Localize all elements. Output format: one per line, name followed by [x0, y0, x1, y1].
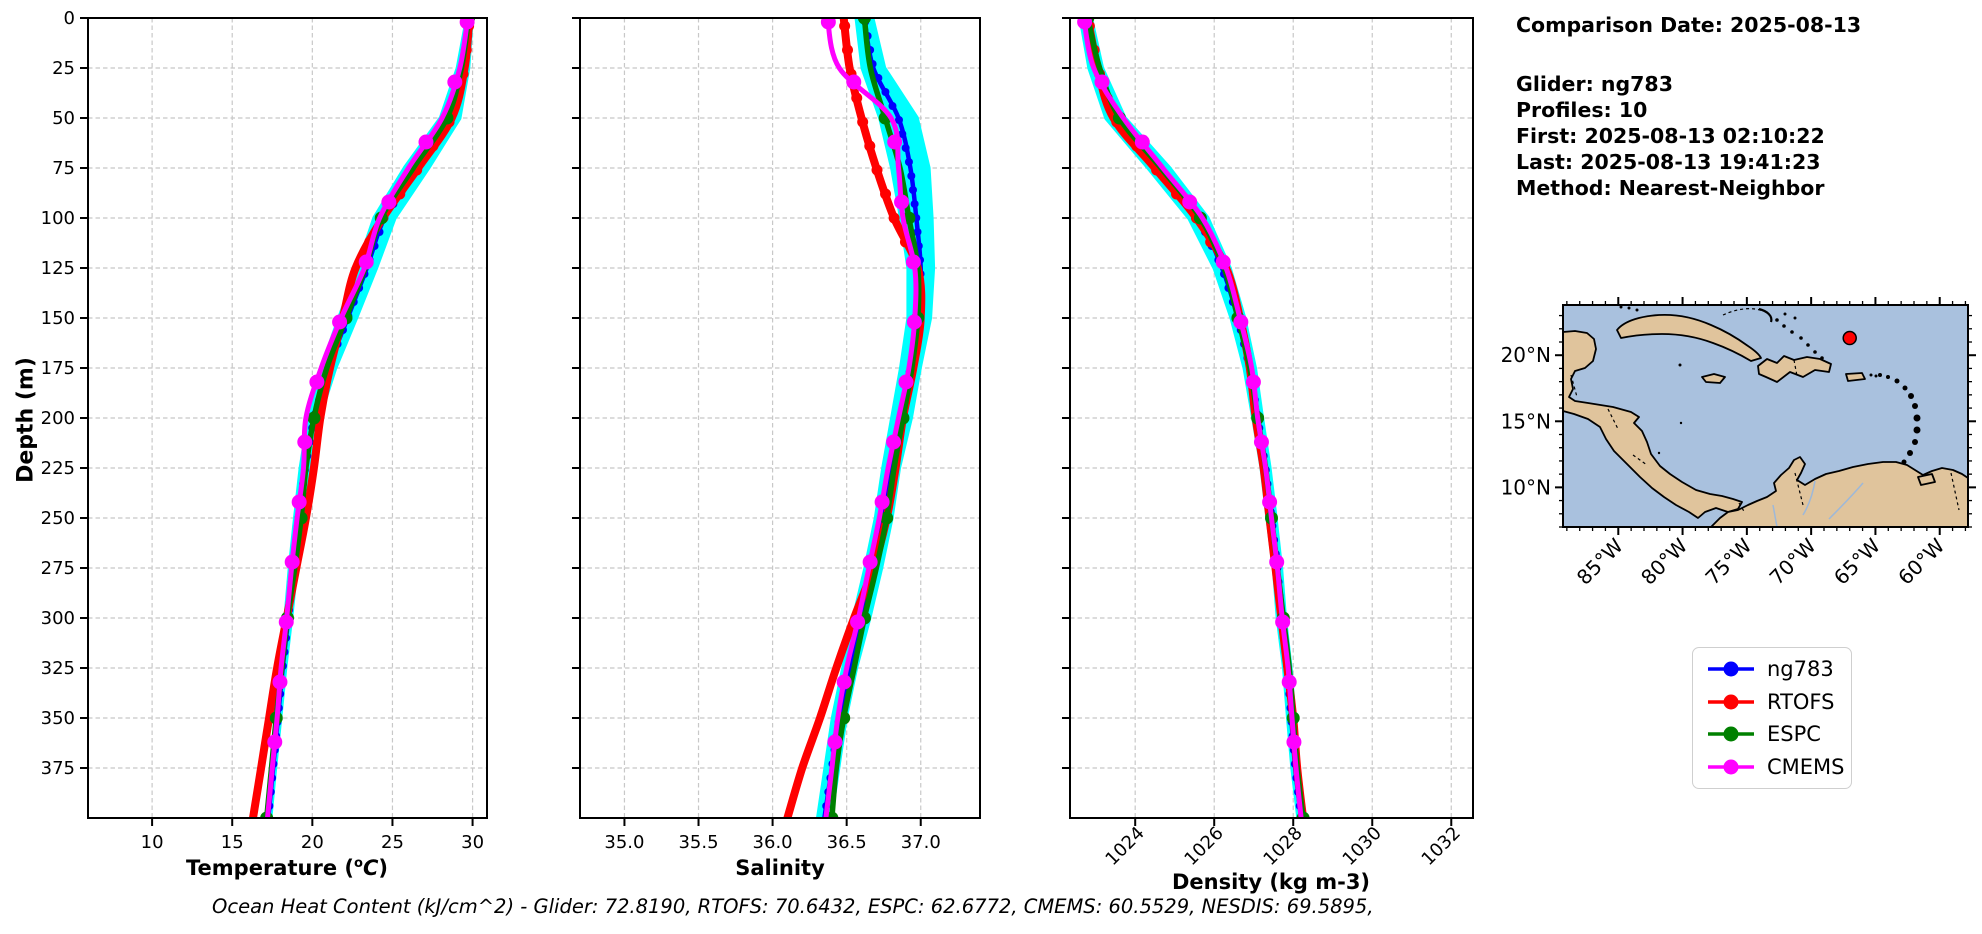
legend-label: ESPC [1767, 722, 1821, 747]
svg-text:275: 275 [41, 558, 75, 579]
svg-text:1026: 1026 [1180, 823, 1227, 870]
svg-text:15: 15 [221, 832, 244, 853]
map-land-south-america [1710, 456, 1969, 528]
svg-text:1028: 1028 [1259, 823, 1306, 870]
location-map: 85°W 80°W 75°W 70°W 65°W 60°W 20°N 15°N 10°N [1501, 297, 1976, 590]
density-RTOFS-line [1083, 18, 1308, 818]
legend-swatch-line-dot [1708, 694, 1754, 710]
svg-text:100: 100 [41, 208, 75, 229]
svg-text:36.0: 36.0 [753, 832, 793, 853]
map-land-trinidad [1917, 473, 1936, 486]
svg-text:37.0: 37.0 [901, 832, 941, 853]
svg-text:20°N: 20°N [1501, 343, 1551, 367]
legend-swatch-line-dot [1708, 661, 1754, 677]
legend-label: RTOFS [1767, 689, 1835, 714]
svg-text:70°W: 70°W [1765, 533, 1821, 589]
svg-text:0: 0 [64, 8, 75, 29]
svg-text:85°W: 85°W [1572, 533, 1628, 589]
svg-text:10: 10 [141, 832, 164, 853]
svg-text:25: 25 [381, 832, 404, 853]
legend-label: ng783 [1767, 657, 1834, 682]
svg-text:20: 20 [301, 832, 324, 853]
map-land-cuba [1616, 313, 1762, 362]
svg-text:325: 325 [41, 658, 75, 679]
legend-item-ng783: ng783 [1705, 657, 1851, 681]
legend-item-espc: ESPC [1705, 722, 1851, 746]
svg-text:10°N: 10°N [1501, 475, 1551, 499]
svg-text:225: 225 [41, 458, 75, 479]
svg-text:25: 25 [52, 58, 75, 79]
info-last-time: Last: 2025-08-13 19:41:23 [1516, 150, 1821, 174]
svg-text:75: 75 [52, 158, 75, 179]
salinity-curves [783, 18, 936, 818]
map-land-jamaica [1701, 373, 1726, 384]
svg-text:350: 350 [41, 708, 75, 729]
legend-swatch-line-dot [1708, 726, 1754, 742]
density-axis-label: Density (kg m-3) [1171, 870, 1371, 894]
comparison-info-panel: Comparison Date: 2025-08-13 Glider: ng78… [1516, 12, 1861, 201]
comparison-date: Comparison Date: 2025-08-13 [1516, 13, 1862, 37]
legend: ng783 RTOFS ESPC CMEMS [1692, 647, 1852, 789]
svg-text:1024: 1024 [1101, 823, 1148, 870]
legend-item-rtofs: RTOFS [1705, 690, 1851, 714]
svg-text:75°W: 75°W [1700, 533, 1756, 589]
temp-label-post: ) [378, 856, 388, 880]
map-rivers [1772, 480, 1864, 528]
svg-text:15°N: 15°N [1501, 409, 1551, 433]
map-land-puerto-rico [1845, 372, 1866, 382]
svg-text:300: 300 [41, 608, 75, 629]
legend-swatch-line-dot [1708, 759, 1754, 775]
svg-text:30: 30 [461, 832, 484, 853]
map-bahamas-bank [1758, 307, 1773, 323]
map-land-hispaniola [1757, 355, 1832, 383]
temp-label-unit: C [362, 856, 379, 880]
svg-text:65°W: 65°W [1829, 533, 1885, 589]
map-land-yucatan-central-america [1562, 330, 1743, 519]
info-profiles: Profiles: 10 [1516, 98, 1648, 122]
temp-label-sup: o [353, 856, 363, 871]
ohc-footnote: Ocean Heat Content (kJ/cm^2) - Glider: 7… [212, 895, 1374, 918]
svg-text:1032: 1032 [1418, 823, 1465, 870]
svg-text:60°W: 60°W [1893, 533, 1949, 589]
svg-text:250: 250 [41, 508, 75, 529]
info-first-time: First: 2025-08-13 02:10:22 [1516, 124, 1825, 148]
info-method: Method: Nearest-Neighbor [1516, 176, 1825, 200]
map-country-borders [1570, 308, 1960, 514]
temp-label-pre: Temperature ( [186, 856, 354, 880]
depth-axis-label-text: Depth (m) [13, 357, 39, 483]
density-curves [1077, 18, 1310, 818]
temperature-panel: 10 15 20 25 30025507510012515017520022525027… [41, 8, 488, 853]
svg-text:35.5: 35.5 [678, 832, 718, 853]
map-base [1562, 305, 1969, 528]
map-small-islands [1619, 305, 1921, 465]
density-panel: 1024 1026 1028 1030 1032 [1062, 17, 1474, 870]
svg-text:1030: 1030 [1339, 823, 1386, 870]
svg-text:35.0: 35.0 [604, 832, 644, 853]
svg-text:150: 150 [41, 308, 75, 329]
legend-label: CMEMS [1767, 754, 1845, 779]
depth-axis-label: Depth (m) [14, 357, 39, 483]
salinity-panel: 35.0 35.5 36.0 36.5 37.0 [572, 17, 981, 853]
svg-text:375: 375 [41, 758, 75, 779]
svg-text:125: 125 [41, 258, 75, 279]
glider-location-marker [1842, 330, 1857, 346]
info-glider: Glider: ng783 [1516, 72, 1673, 96]
salinity-axis-label: Salinity [735, 856, 825, 880]
svg-text:175: 175 [41, 358, 75, 379]
svg-text:50: 50 [52, 108, 75, 129]
temperature-axis-label: Temperature (oC) [87, 856, 487, 880]
svg-text:80°W: 80°W [1636, 533, 1692, 589]
temperature-curves [249, 18, 476, 818]
legend-item-cmems: CMEMS [1705, 755, 1851, 779]
density-ESPC-line [1085, 18, 1306, 818]
svg-text:36.5: 36.5 [827, 832, 867, 853]
svg-text:200: 200 [41, 408, 75, 429]
